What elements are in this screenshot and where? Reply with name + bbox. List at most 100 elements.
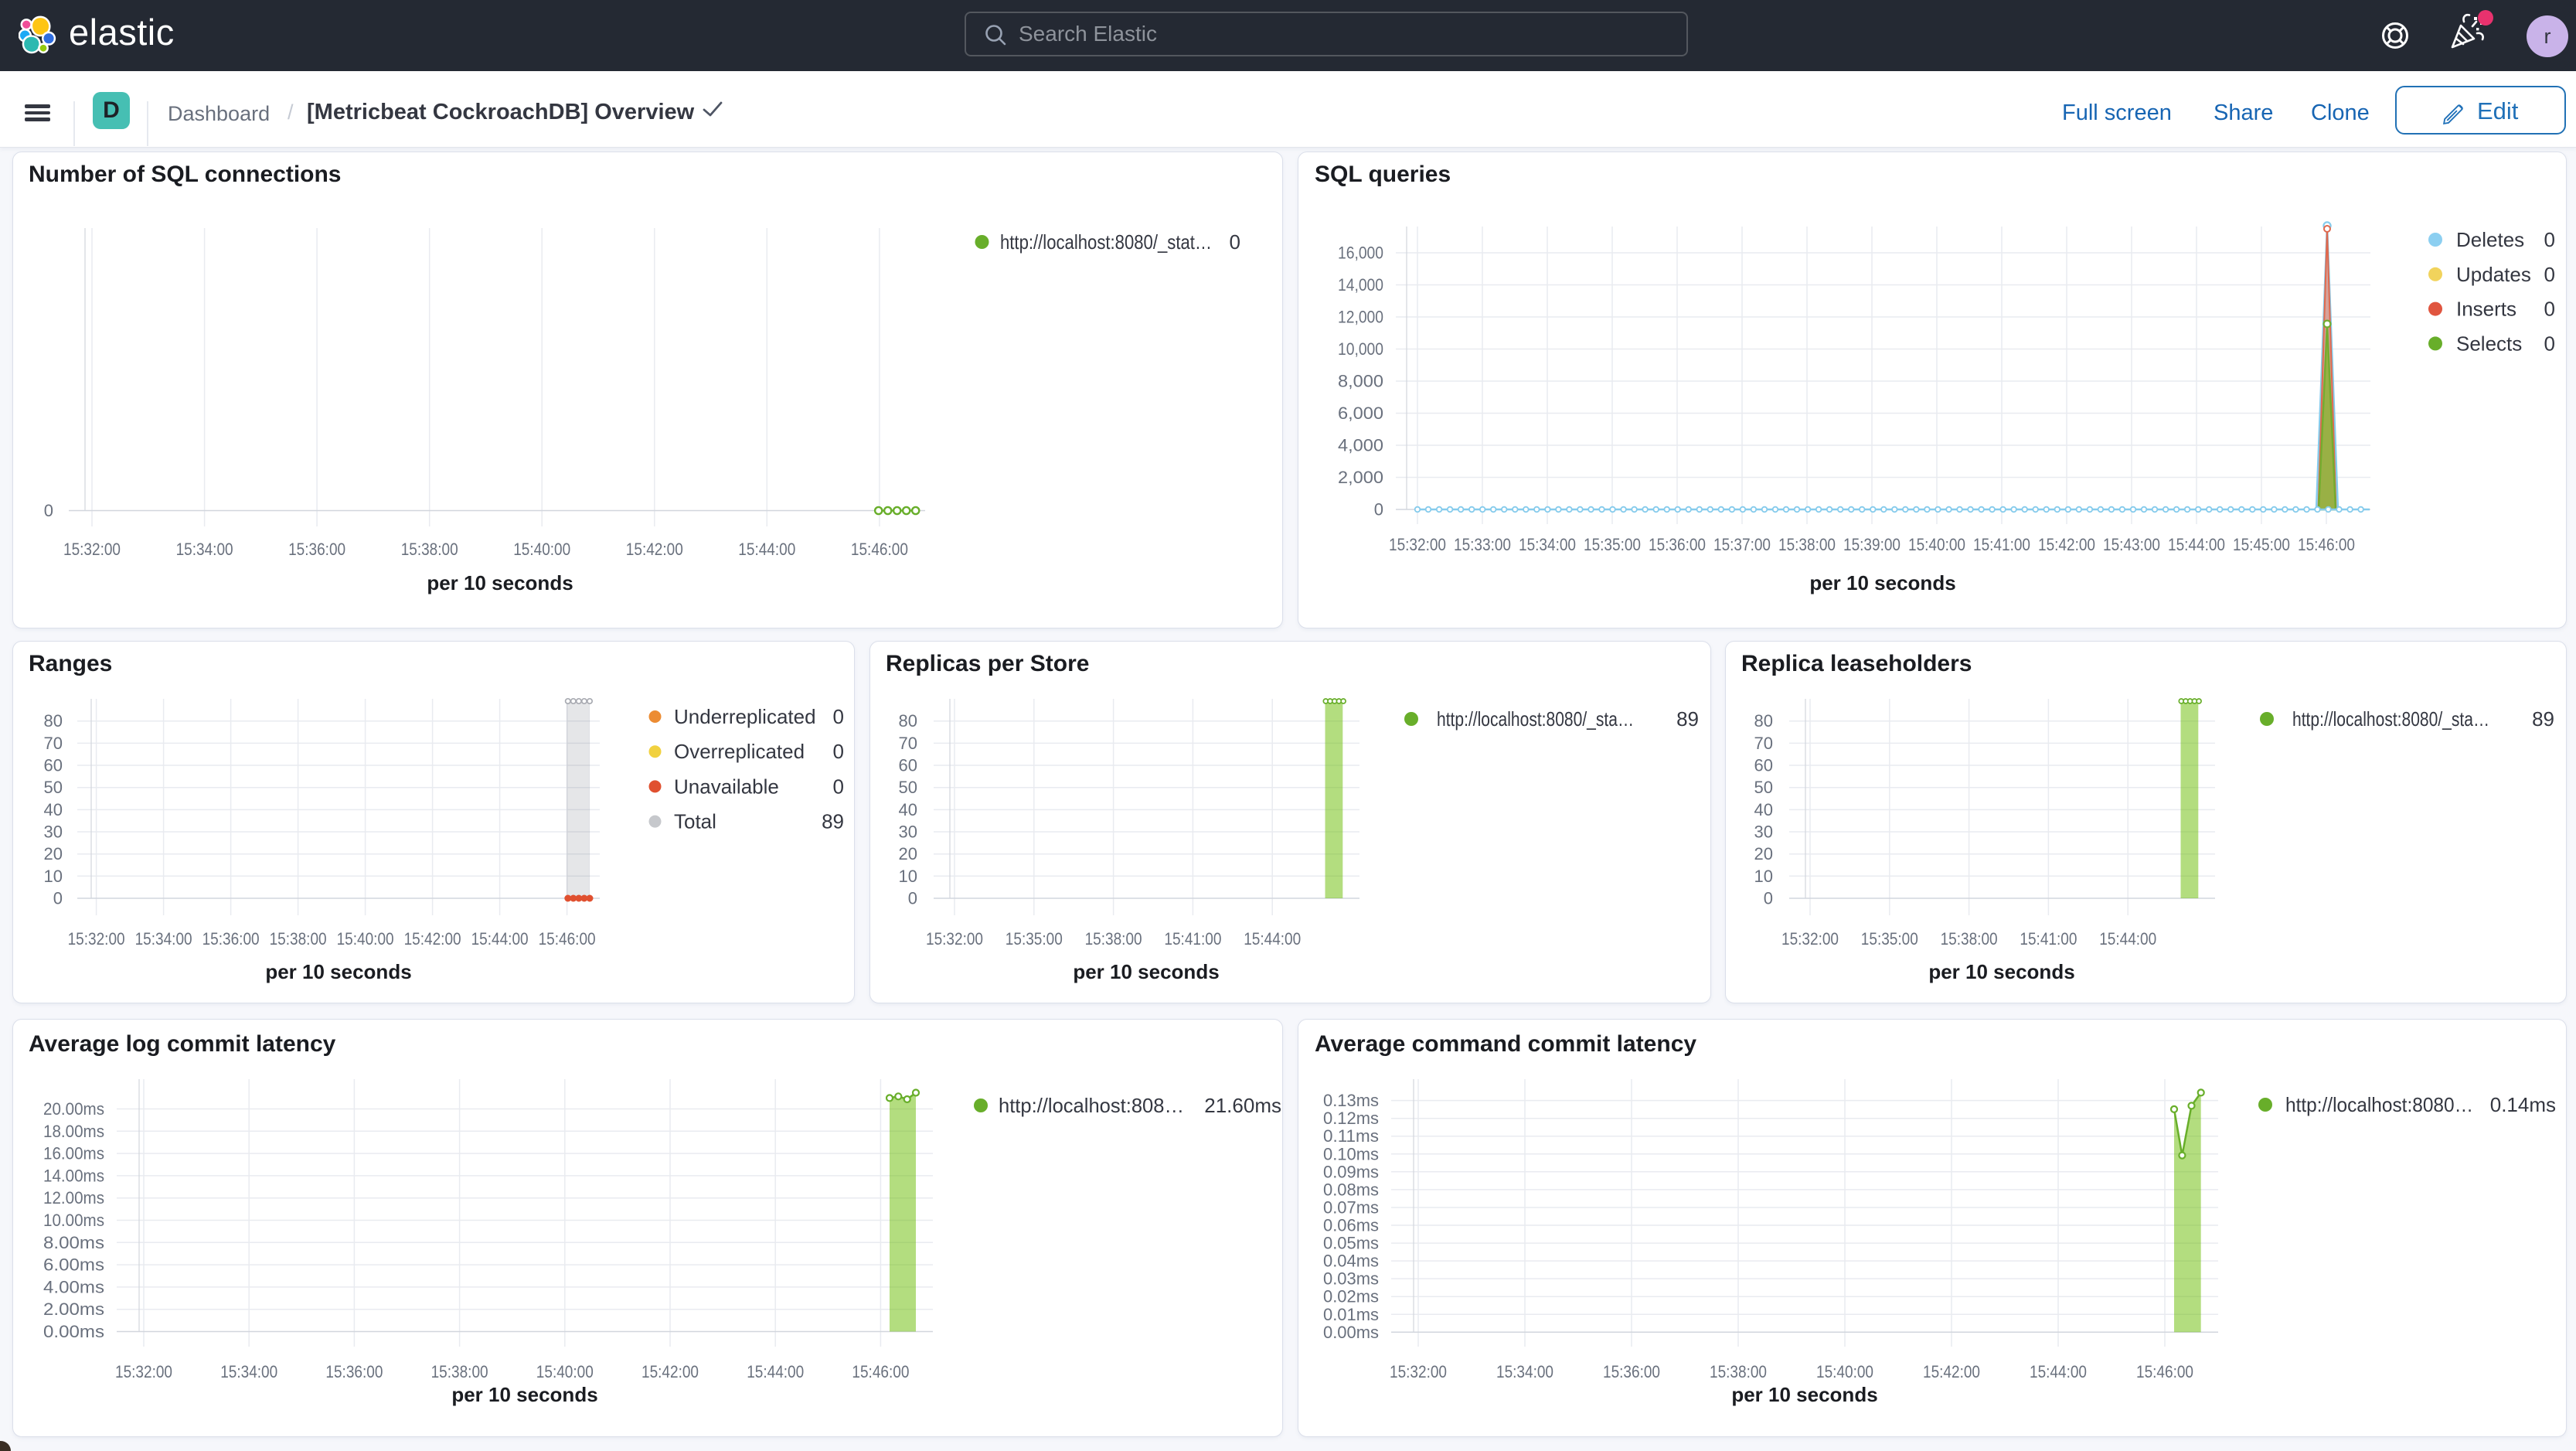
svg-text:40: 40 [44, 800, 63, 819]
svg-text:20: 20 [899, 844, 917, 863]
svg-text:15:40:00: 15:40:00 [337, 929, 394, 949]
svg-text:15:41:00: 15:41:00 [1973, 535, 2030, 554]
svg-text:15:45:00: 15:45:00 [2233, 535, 2290, 554]
svg-text:50: 50 [1754, 778, 1773, 797]
svg-text:0.07ms: 0.07ms [1323, 1198, 1379, 1218]
svg-text:15:46:00: 15:46:00 [851, 540, 908, 559]
svg-text:15:32:00: 15:32:00 [1390, 1362, 1447, 1381]
svg-text:15:40:00: 15:40:00 [1816, 1362, 1873, 1381]
svg-text:0: 0 [1374, 500, 1383, 519]
svg-text:Selects: Selects [2456, 332, 2522, 355]
svg-text:4.00ms: 4.00ms [43, 1277, 104, 1296]
svg-text:0.11ms: 0.11ms [1323, 1126, 1379, 1146]
svg-text:2.00ms: 2.00ms [43, 1299, 104, 1319]
svg-text:0.03ms: 0.03ms [1323, 1269, 1379, 1289]
svg-text:per 10 seconds: per 10 seconds [1928, 960, 2074, 983]
svg-text:6,000: 6,000 [1338, 404, 1383, 423]
svg-text:0: 0 [833, 740, 844, 763]
svg-text:0.08ms: 0.08ms [1323, 1180, 1379, 1199]
svg-text:15:44:00: 15:44:00 [2099, 929, 2156, 949]
svg-text:15:44:00: 15:44:00 [471, 929, 529, 949]
svg-text:10: 10 [44, 867, 63, 886]
svg-text:15:36:00: 15:36:00 [288, 540, 345, 559]
svg-text:Replicas per Store: Replicas per Store [886, 651, 1089, 676]
svg-text:per 10 seconds: per 10 seconds [1731, 1383, 1877, 1406]
svg-text:10: 10 [1754, 867, 1773, 886]
svg-text:16.00ms: 16.00ms [43, 1144, 104, 1163]
svg-text:0.02ms: 0.02ms [1323, 1287, 1379, 1306]
svg-text:0: 0 [1230, 230, 1240, 254]
svg-text:15:40:00: 15:40:00 [536, 1362, 594, 1381]
svg-text:Updates: Updates [2456, 263, 2531, 286]
svg-text:15:36:00: 15:36:00 [1603, 1362, 1660, 1381]
svg-text:15:36:00: 15:36:00 [325, 1362, 383, 1381]
svg-text:0.01ms: 0.01ms [1323, 1305, 1379, 1324]
svg-text:0: 0 [833, 705, 844, 728]
svg-text:15:44:00: 15:44:00 [1244, 929, 1301, 949]
svg-text:16,000: 16,000 [1338, 244, 1383, 263]
svg-text:15:38:00: 15:38:00 [270, 929, 327, 949]
svg-text:Overreplicated: Overreplicated [674, 740, 805, 763]
svg-text:15:32:00: 15:32:00 [68, 929, 125, 949]
svg-text:Ranges: Ranges [29, 651, 112, 676]
svg-text:0.00ms: 0.00ms [43, 1322, 104, 1341]
svg-text:15:43:00: 15:43:00 [2103, 535, 2160, 554]
svg-text:15:40:00: 15:40:00 [1908, 535, 1965, 554]
svg-text:0: 0 [2544, 332, 2555, 355]
svg-text:15:46:00: 15:46:00 [2136, 1362, 2193, 1381]
svg-text:15:32:00: 15:32:00 [115, 1362, 172, 1381]
svg-text:http://localhost:8080…: http://localhost:8080… [2285, 1093, 2473, 1116]
svg-text:0: 0 [1764, 889, 1773, 908]
svg-text:15:36:00: 15:36:00 [1649, 535, 1706, 554]
svg-text:0.05ms: 0.05ms [1323, 1234, 1379, 1253]
svg-text:SQL queries: SQL queries [1315, 162, 1451, 187]
svg-text:15:44:00: 15:44:00 [2030, 1362, 2087, 1381]
svg-text:Average log commit latency: Average log commit latency [29, 1031, 336, 1057]
svg-text:70: 70 [44, 734, 63, 753]
svg-text:0.00ms: 0.00ms [1323, 1323, 1379, 1342]
svg-text:30: 30 [1754, 823, 1773, 842]
svg-text:70: 70 [1754, 734, 1773, 753]
svg-text:15:34:00: 15:34:00 [176, 540, 233, 559]
svg-text:2,000: 2,000 [1338, 468, 1383, 487]
svg-text:40: 40 [899, 800, 917, 819]
svg-text:15:33:00: 15:33:00 [1454, 535, 1511, 554]
svg-text:20: 20 [1754, 844, 1773, 863]
svg-text:15:39:00: 15:39:00 [1843, 535, 1901, 554]
svg-text:15:38:00: 15:38:00 [1778, 535, 1836, 554]
svg-text:14,000: 14,000 [1338, 275, 1383, 295]
svg-text:0.12ms: 0.12ms [1323, 1109, 1379, 1128]
svg-text:15:42:00: 15:42:00 [641, 1362, 699, 1381]
svg-text:Inserts: Inserts [2456, 298, 2516, 321]
svg-text:Total: Total [674, 810, 716, 833]
svg-text:15:32:00: 15:32:00 [1389, 535, 1446, 554]
svg-text:6.00ms: 6.00ms [43, 1255, 104, 1275]
svg-text:15:42:00: 15:42:00 [2038, 535, 2095, 554]
svg-text:0.04ms: 0.04ms [1323, 1252, 1379, 1271]
svg-text:60: 60 [44, 756, 63, 775]
svg-text:40: 40 [1754, 800, 1773, 819]
svg-text:4,000: 4,000 [1338, 436, 1383, 455]
svg-text:80: 80 [44, 711, 63, 731]
svg-text:8,000: 8,000 [1338, 372, 1383, 391]
svg-text:10,000: 10,000 [1338, 339, 1383, 359]
svg-text:15:35:00: 15:35:00 [1584, 535, 1641, 554]
svg-text:15:42:00: 15:42:00 [404, 929, 461, 949]
svg-text:15:32:00: 15:32:00 [63, 540, 121, 559]
svg-text:15:36:00: 15:36:00 [202, 929, 260, 949]
svg-text:Deletes: Deletes [2456, 228, 2524, 251]
svg-text:15:38:00: 15:38:00 [1941, 929, 1998, 949]
svg-text:89: 89 [2532, 707, 2554, 731]
svg-text:20: 20 [44, 844, 63, 863]
svg-text:0: 0 [2544, 298, 2555, 321]
svg-text:18.00ms: 18.00ms [43, 1122, 104, 1141]
svg-text:0: 0 [44, 501, 53, 520]
svg-text:http://localhost:808…: http://localhost:808… [999, 1094, 1184, 1117]
svg-text:Unavailable: Unavailable [674, 775, 779, 798]
svg-text:20.00ms: 20.00ms [43, 1099, 104, 1119]
svg-text:15:32:00: 15:32:00 [926, 929, 983, 949]
svg-text:14.00ms: 14.00ms [43, 1166, 104, 1185]
svg-text:12.00ms: 12.00ms [43, 1188, 104, 1207]
svg-text:8.00ms: 8.00ms [43, 1233, 104, 1252]
svg-text:0: 0 [2544, 263, 2555, 286]
